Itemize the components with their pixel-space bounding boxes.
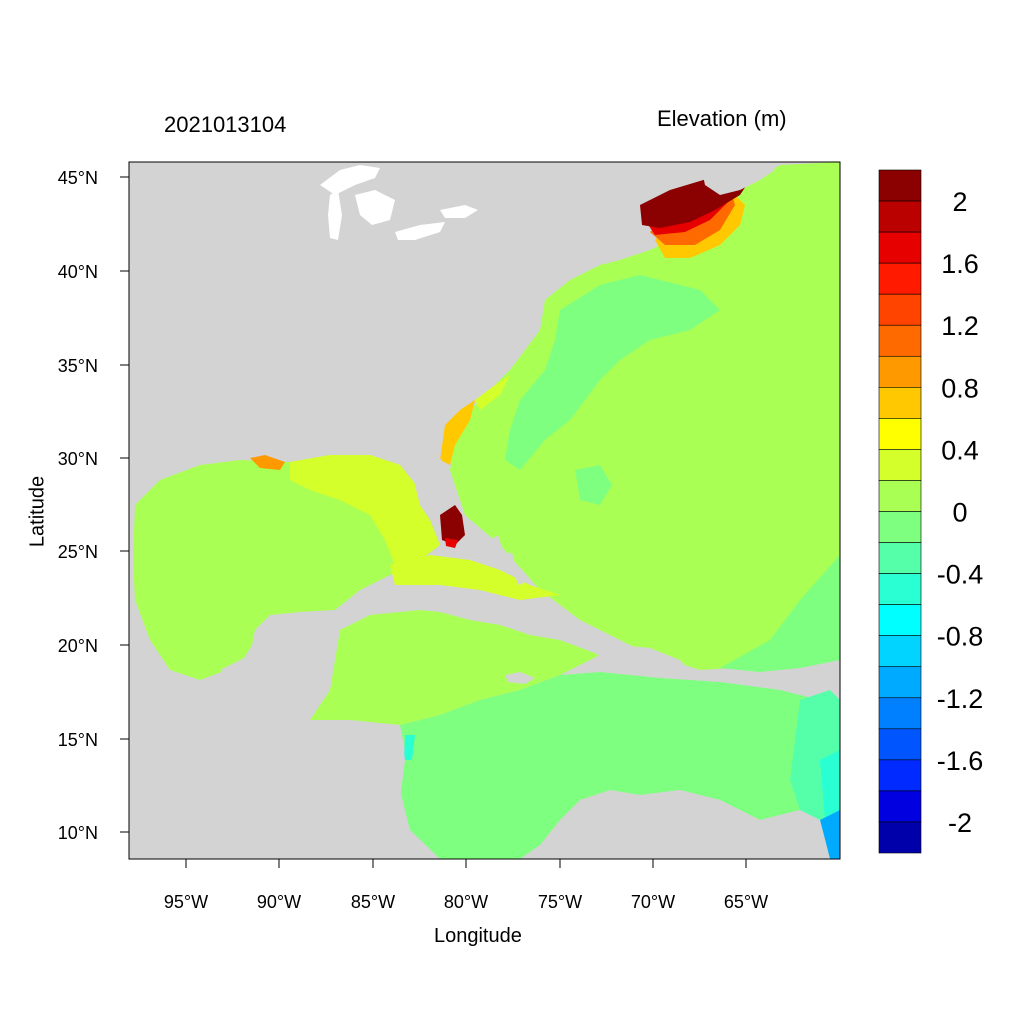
colorbar-label: 1.2 — [941, 311, 979, 341]
colorbar-swatch — [878, 511, 922, 543]
colorbar-swatch — [878, 480, 922, 512]
caribbean-east-lowest — [820, 810, 840, 859]
colorbar-swatch — [878, 728, 922, 761]
x-tick-label: 75°W — [538, 892, 582, 912]
cuba — [380, 588, 580, 640]
bahamas — [490, 535, 526, 585]
colorbar-swatch — [878, 604, 922, 636]
colorbar-swatch — [878, 666, 922, 699]
colorbar-swatch — [878, 635, 922, 668]
colorbar-label: -1.2 — [937, 684, 984, 714]
colorbar-label: 1.6 — [941, 249, 979, 279]
y-tick-label: 25°N — [58, 542, 98, 562]
nova-scotia — [700, 162, 775, 195]
atlantic-low-east — [720, 555, 840, 672]
colorbar-swatch — [878, 387, 922, 419]
map-field — [129, 162, 840, 859]
atlantic-ocean-fill — [450, 162, 840, 670]
x-tick-label: 80°W — [444, 892, 488, 912]
gulf-shelf-positive — [290, 455, 440, 565]
x-tick-label: 95°W — [164, 892, 208, 912]
colorbar-swatch — [878, 355, 922, 388]
colorbar-label: -0.4 — [937, 560, 984, 590]
south-florida-edge — [445, 538, 458, 548]
colorbar-swatch — [878, 262, 922, 295]
atlantic-low-patch-2 — [575, 465, 612, 505]
south-america — [520, 790, 830, 859]
jamaica — [505, 672, 535, 684]
colorbar-swatch — [878, 542, 922, 574]
lake-ontario — [440, 205, 478, 218]
caribbean-east-lower — [820, 750, 840, 830]
central-america — [129, 712, 440, 859]
lake-huron — [355, 190, 395, 225]
colorbar-swatch — [878, 697, 922, 730]
lake-superior — [320, 165, 380, 195]
y-tick-label: 35°N — [58, 356, 98, 376]
y-tick-label: 30°N — [58, 449, 98, 469]
colorbar-swatch — [878, 231, 922, 264]
x-axis-label: Longitude — [434, 925, 522, 947]
colorbar-swatch — [878, 573, 922, 605]
colorbar-swatch — [878, 790, 922, 823]
plot-frame — [128, 161, 841, 860]
colorbar-swatch — [878, 169, 922, 202]
south-florida-surge — [440, 505, 465, 545]
y-tick-label: 20°N — [58, 636, 98, 656]
colorbar-label: 0 — [952, 498, 967, 528]
georgia-coast-positive — [440, 400, 475, 465]
colorbar-label: -1.6 — [937, 746, 984, 776]
y-axis: 45°N 40°N 35°N 30°N 25°N 20°N 15°N 10°N — [58, 168, 129, 843]
x-tick-label: 85°W — [351, 892, 395, 912]
colorbar-swatch — [878, 200, 922, 233]
x-tick-label: 65°W — [724, 892, 768, 912]
y-tick-label: 40°N — [58, 262, 98, 282]
y-tick-label: 15°N — [58, 730, 98, 750]
yucatan-peninsula — [220, 610, 340, 720]
colorbar-swatch — [878, 418, 922, 450]
lake-erie — [395, 222, 445, 240]
lake-michigan — [328, 190, 342, 240]
atlantic-low-patch — [505, 275, 720, 470]
louisiana-coast-positive — [250, 455, 285, 470]
florida-straits-positive — [390, 555, 560, 600]
y-tick-label: 10°N — [58, 823, 98, 843]
colorbar-swatch — [878, 324, 922, 357]
caribbean-west — [310, 610, 600, 725]
colorbar-swatch — [878, 449, 922, 481]
carolina-coast-positive — [475, 375, 510, 410]
florida — [410, 455, 455, 520]
colorbar-label: -0.8 — [937, 622, 984, 652]
colorbar-swatch — [878, 293, 922, 326]
nicaragua-coast-low — [404, 735, 415, 760]
colorbar: 2 1.6 1.2 0.8 0.4 0 -0.4 -0.8 -1.2 -1.6 -2 — [878, 169, 984, 854]
colorbar-swatch — [878, 759, 922, 792]
x-axis: 95°W 90°W 85°W 80°W 75°W 70°W 65°W — [164, 859, 768, 912]
colorbar-label: 0.8 — [941, 373, 979, 403]
colorbar-swatch — [878, 821, 922, 854]
colorbar-label: 0.4 — [941, 435, 979, 465]
caribbean-sea — [400, 672, 830, 859]
hispaniola — [595, 645, 690, 675]
y-tick-label: 45°N — [58, 168, 98, 188]
x-tick-label: 70°W — [631, 892, 675, 912]
variable-title: Elevation (m) — [657, 106, 787, 131]
y-axis-label: Latitude — [26, 475, 49, 548]
plot-timestamp: 2021013104 — [164, 112, 287, 137]
colorbar-label: -2 — [948, 808, 972, 838]
x-tick-label: 90°W — [257, 892, 301, 912]
puerto-rico — [705, 674, 735, 682]
colorbar-label: 2 — [952, 187, 967, 217]
